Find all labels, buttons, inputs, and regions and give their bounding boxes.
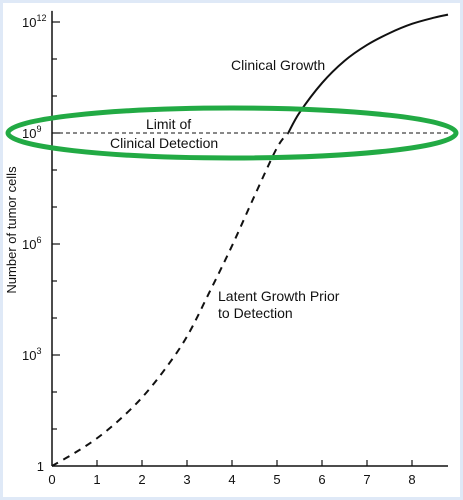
y-tick-label: 1: [37, 459, 44, 474]
x-tick-label: 4: [228, 472, 235, 487]
y-tick-label: 1012: [22, 13, 46, 30]
latent-label-line1: Latent Growth Prior: [218, 288, 340, 304]
y-axis-label: Number of tumor cells: [4, 166, 19, 294]
y-tick-base: 10: [22, 15, 36, 30]
limit-label-line1: Limit of: [146, 116, 191, 132]
y-tick-label: 103: [22, 346, 41, 363]
y-tick-label: 109: [22, 124, 41, 141]
x-tick-label: 2: [138, 472, 145, 487]
x-tick-label: 6: [318, 472, 325, 487]
x-ticks: 0 1 2 3 4 5 6 7 8: [48, 460, 416, 487]
y-tick-base: 10: [22, 126, 36, 141]
y-tick-exponent: 6: [36, 235, 41, 245]
clinical-growth-curve: [287, 13, 449, 134]
x-tick-label: 5: [273, 472, 280, 487]
limit-label-line2: Clinical Detection: [110, 135, 218, 151]
x-tick-label: 7: [363, 472, 370, 487]
y-tick-base: 10: [22, 348, 36, 363]
y-tick-exponent: 3: [36, 346, 41, 356]
x-tick-label: 8: [408, 472, 415, 487]
x-tick-label: 1: [93, 472, 100, 487]
y-tick-exponent: 12: [36, 13, 46, 23]
detection-limit-highlight-ellipse: [5, 105, 459, 161]
y-tick-base: 10: [22, 237, 36, 252]
y-tick-exponent: 9: [36, 124, 41, 134]
x-tick-label: 0: [48, 472, 55, 487]
axes: [51, 10, 448, 467]
latent-label-line2: to Detection: [218, 305, 293, 321]
y-tick-label: 106: [22, 235, 41, 252]
clinical-growth-label: Clinical Growth: [231, 57, 325, 73]
x-tick-label: 3: [183, 472, 190, 487]
